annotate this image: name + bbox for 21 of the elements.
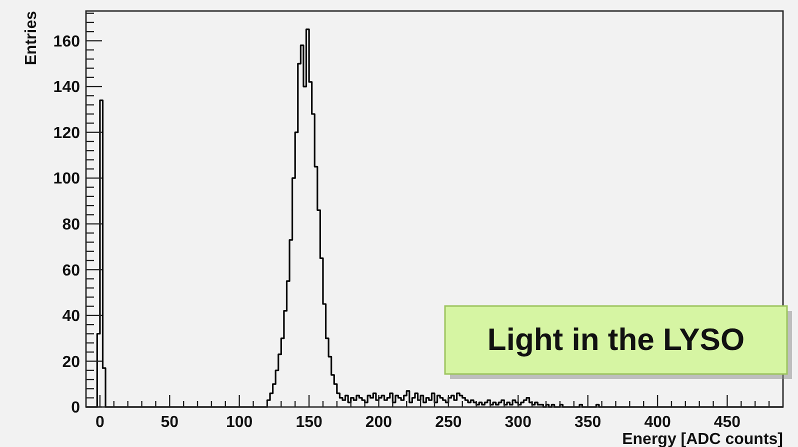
y-tick-label: 140: [53, 79, 80, 96]
x-tick-label: 400: [644, 414, 671, 431]
x-tick-label: 200: [365, 414, 392, 431]
x-tick-label: 250: [435, 414, 462, 431]
x-tick-label: 0: [95, 414, 104, 431]
annotation: Light in the LYSO: [487, 322, 745, 357]
x-tick-label: 50: [160, 414, 179, 431]
y-tick-label: 60: [62, 262, 80, 280]
y-tick-label: 160: [53, 33, 80, 50]
x-tick-label: 350: [574, 414, 602, 431]
x-tick-label: 450: [714, 414, 741, 431]
y-tick-label: 100: [53, 170, 80, 188]
y-tick-label: 120: [53, 124, 80, 142]
y-tick-label: 0: [71, 400, 80, 417]
y-axis-title: Entries: [23, 10, 40, 66]
y-tick-label: 20: [62, 354, 80, 371]
x-tick-label: 150: [296, 414, 322, 431]
y-tick-label: 80: [62, 216, 80, 234]
x-tick-label: 300: [504, 414, 532, 431]
x-tick-label: 100: [226, 414, 253, 431]
y-tick-label: 40: [62, 308, 80, 326]
